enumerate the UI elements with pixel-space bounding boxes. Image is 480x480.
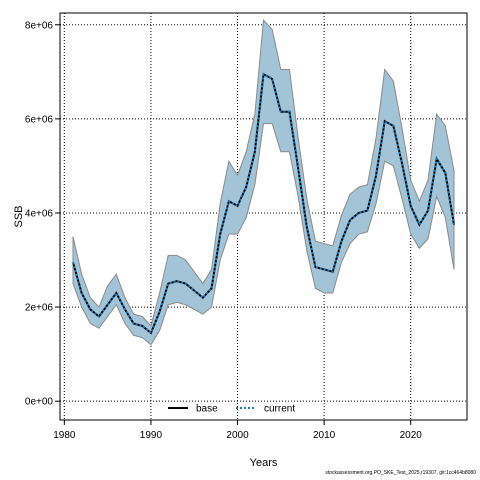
footer-source-text: stockassessment.org,PO_SKE_Test_2025,r19…: [325, 470, 476, 476]
x-tick-label: 2010: [313, 430, 336, 441]
plot-border: [59, 12, 468, 421]
confidence-band: [72, 18, 455, 346]
confidence-band-layer: [72, 18, 455, 346]
x-axis-ticks: 1980 1990 2000 2010 2020: [53, 420, 422, 441]
series-lines-layer: [72, 72, 455, 335]
plot-frame: [59, 12, 468, 421]
y-axis-ticks: 0e+00 2e+06 4e+06 6e+06 8e+06: [25, 20, 60, 408]
grid-lines: [60, 13, 467, 420]
x-tick-label: 2020: [400, 430, 423, 441]
x-tick-label: 1990: [140, 430, 163, 441]
x-tick-label: 2000: [226, 430, 249, 441]
y-axis-title: SSB: [13, 205, 25, 227]
x-tick-label: 1980: [53, 430, 76, 441]
x-axis-title: Years: [250, 457, 278, 469]
y-tick-label: 2e+06: [25, 303, 54, 314]
y-tick-label: 6e+06: [25, 114, 54, 125]
legend-label-base: base: [196, 404, 218, 415]
y-tick-label: 4e+06: [25, 208, 54, 219]
legend: base current: [168, 404, 295, 415]
y-tick-label: 8e+06: [25, 20, 54, 31]
y-tick-label: 0e+00: [25, 397, 54, 408]
legend-label-current: current: [264, 404, 295, 415]
series-line-current: [72, 72, 455, 335]
